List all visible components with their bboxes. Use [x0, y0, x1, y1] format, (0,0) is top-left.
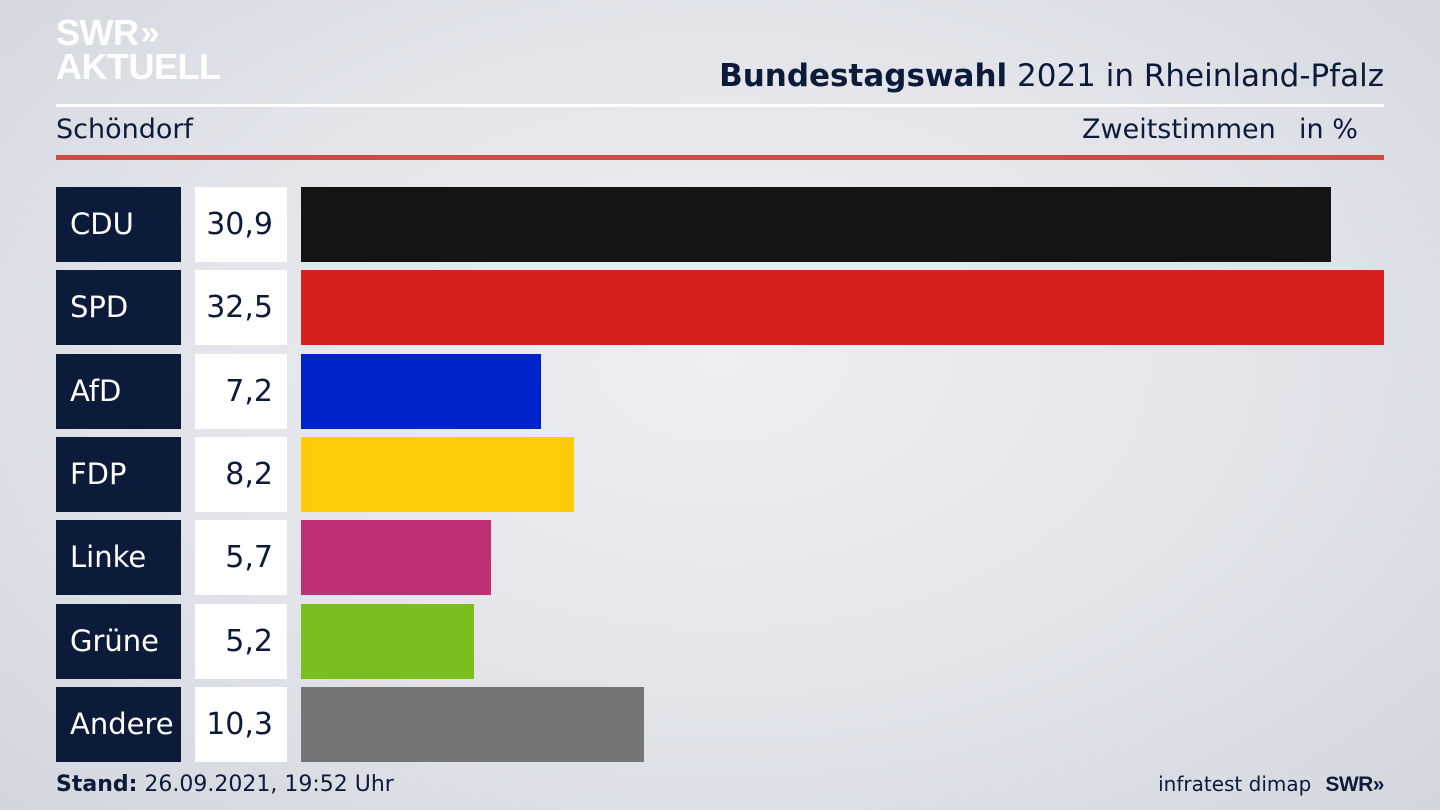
- bar: [301, 353, 541, 429]
- party-label: FDP: [56, 436, 181, 512]
- stand-label: Stand:: [56, 772, 138, 797]
- party-label: Grüne: [56, 603, 181, 679]
- bar: [301, 187, 1331, 262]
- chart-title: Bundestagswahl 2021 in Rheinland-Pfalz: [719, 58, 1384, 94]
- red-divider: [56, 155, 1384, 160]
- bar: [301, 270, 1384, 346]
- swr-aktuell-logo: SWR» AKTUELL: [56, 12, 221, 87]
- region-label: Schöndorf: [56, 114, 193, 145]
- value-label: 10,3: [195, 686, 287, 762]
- stand-value: 26.09.2021, 19:52 Uhr: [137, 772, 394, 797]
- title-bold: Bundestagswahl: [719, 58, 1008, 94]
- party-label: Linke: [56, 520, 181, 596]
- measure-label: Zweitstimmen: [1082, 114, 1276, 145]
- timestamp: Stand: 26.09.2021, 19:52 Uhr: [56, 772, 394, 797]
- value-label: 5,7: [195, 520, 287, 596]
- logo-line2: AKTUELL: [56, 46, 221, 87]
- bar: [301, 603, 474, 679]
- swr-brand-logo: SWR»: [1325, 773, 1384, 796]
- party-label: AfD: [56, 353, 181, 429]
- bar: [301, 686, 644, 762]
- bar: [301, 520, 491, 596]
- logo-chevrons-icon: »: [140, 14, 160, 52]
- bar: [301, 436, 574, 512]
- value-label: 30,9: [195, 187, 287, 262]
- top-divider: [56, 104, 1384, 107]
- value-label: 5,2: [195, 603, 287, 679]
- value-label: 32,5: [195, 270, 287, 346]
- source-label: infratest dimap: [1158, 772, 1312, 796]
- title-rest: 2021 in Rheinland-Pfalz: [1007, 58, 1384, 94]
- unit-label: in %: [1299, 114, 1358, 145]
- party-label: SPD: [56, 270, 181, 346]
- party-label: Andere: [56, 686, 181, 762]
- party-label: CDU: [56, 187, 181, 262]
- value-label: 7,2: [195, 353, 287, 429]
- value-label: 8,2: [195, 436, 287, 512]
- source-credits: infratest dimap SWR»: [1158, 772, 1384, 797]
- logo-line1: SWR: [56, 12, 139, 53]
